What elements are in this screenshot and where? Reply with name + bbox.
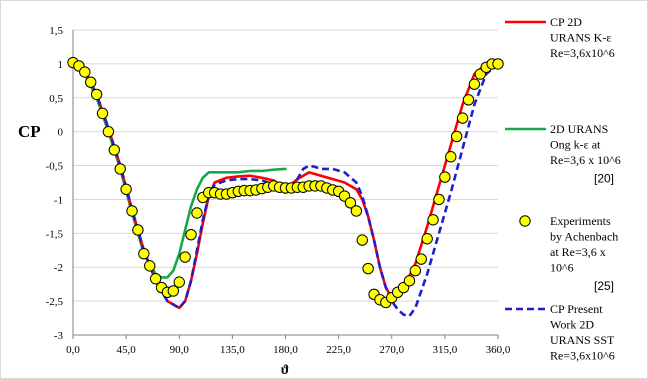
y-tick-label: 0,5 xyxy=(49,93,63,105)
experiment-point xyxy=(462,94,475,106)
x-tick-label: 0,0 xyxy=(66,344,80,356)
experiment-point xyxy=(102,125,115,138)
experiment-point xyxy=(492,58,504,70)
x-axis-title: ϑ xyxy=(281,363,289,378)
y-tick-label: 1,5 xyxy=(49,25,63,37)
x-tick-label: 270,0 xyxy=(379,344,404,356)
experiment-point xyxy=(456,112,469,124)
y-tick-label: -1 xyxy=(54,194,63,206)
experiment-series xyxy=(67,56,504,309)
x-tick-label: 135,0 xyxy=(220,344,245,356)
experiment-point xyxy=(403,275,416,287)
experiment-point xyxy=(179,251,191,263)
x-tick-label: 360,0 xyxy=(486,344,511,356)
y-tick-label: -1,5 xyxy=(46,228,64,240)
experiment-point xyxy=(108,144,121,156)
legend-label: Ong k-ε at xyxy=(550,138,601,152)
legend-label: CP 2D xyxy=(550,15,582,29)
x-tick-label: 225,0 xyxy=(326,344,351,356)
legend-marker xyxy=(519,215,531,227)
experiment-point xyxy=(350,205,363,217)
axes xyxy=(72,30,499,339)
sst-series-line xyxy=(72,62,499,318)
legend-label: URANS K-ε xyxy=(550,31,611,45)
y-tick-label: -0,5 xyxy=(46,161,64,173)
experiment-point xyxy=(439,171,451,183)
legend-label: by Achenbach xyxy=(550,230,618,244)
series-layer xyxy=(67,56,504,318)
x-tick-label: 90,0 xyxy=(170,344,190,356)
experiment-point xyxy=(79,66,91,78)
legend-label: Work 2D xyxy=(550,318,594,332)
experiment-point xyxy=(415,253,427,265)
x-tick-label: 315,0 xyxy=(433,344,458,356)
experiment-point xyxy=(120,183,132,195)
experiment-point xyxy=(114,163,126,175)
legend-reference: [20] xyxy=(594,172,614,186)
experiment-point xyxy=(90,88,103,101)
experiment-point xyxy=(362,262,374,275)
y-tick-labels: 1,5 1 0,5 0 -0,5 -1 -1,5 -2 -2,5 -3 xyxy=(46,25,64,342)
legend-item-ke: CP 2D URANS K-εRe=3,6x10^6 xyxy=(505,15,615,60)
x-tick-labels: 0,0 45,0 90,0 135,0 180,0 225,0 270,0 315,0 360,… xyxy=(66,344,511,356)
experiment-point xyxy=(421,233,433,245)
experiment-point xyxy=(433,193,445,206)
experiment-point xyxy=(445,151,457,163)
experiment-point xyxy=(191,207,203,219)
legend-label: at Re=3,6 x xyxy=(550,245,606,259)
y-axis-title: CP xyxy=(18,122,41,141)
experiment-point xyxy=(85,76,97,88)
experiment-point xyxy=(356,234,368,246)
legend-label: CP Present xyxy=(550,302,603,316)
experiment-point xyxy=(468,78,481,90)
x-tick-label: 45,0 xyxy=(117,344,137,356)
y-tick-label: -2,5 xyxy=(46,296,64,308)
x-tick-label: 180,0 xyxy=(273,344,298,356)
experiment-point xyxy=(132,224,144,236)
experiment-point xyxy=(138,247,150,260)
experiment-point xyxy=(167,285,180,297)
legend-label: 2D URANS xyxy=(550,122,608,136)
experiment-point xyxy=(126,205,138,217)
legend-reference: [25] xyxy=(594,279,614,293)
experiment-point xyxy=(185,228,197,241)
legend-label: Re=3,6 x 10^6 xyxy=(550,153,621,167)
experiment-point xyxy=(344,197,357,209)
legend-label: 10^6 xyxy=(550,261,574,275)
y-tick-label: -2 xyxy=(54,262,63,274)
experiment-point xyxy=(427,214,439,226)
y-tick-label: 0 xyxy=(58,127,64,139)
y-tick-label: -3 xyxy=(54,330,64,342)
experiment-point xyxy=(450,130,463,143)
experiment-point xyxy=(149,273,162,285)
experiment-point xyxy=(173,276,185,288)
legend-label: URANS SST xyxy=(550,333,615,347)
legend-label: Re=3,6x10^6 xyxy=(550,46,615,60)
experiment-point xyxy=(96,107,109,120)
experiment-point xyxy=(409,264,422,277)
legend-label: Experiments xyxy=(550,214,611,228)
y-tick-label: 1 xyxy=(58,59,64,71)
experiment-point xyxy=(144,260,156,272)
legend-label: Re=3,6x10^6 xyxy=(550,349,615,363)
